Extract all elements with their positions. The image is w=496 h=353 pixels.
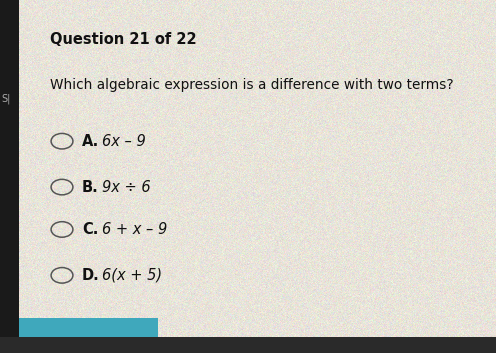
Text: A.: A. xyxy=(82,134,99,149)
Text: 6 + x – 9: 6 + x – 9 xyxy=(102,222,167,237)
Bar xyxy=(19,318,158,337)
Bar xyxy=(0,337,496,353)
Bar xyxy=(0,0,19,353)
Text: B.: B. xyxy=(82,180,99,195)
Text: 9x ÷ 6: 9x ÷ 6 xyxy=(102,180,150,195)
Text: Question 21 of 22: Question 21 of 22 xyxy=(50,32,196,47)
Text: 6(x + 5): 6(x + 5) xyxy=(102,268,162,283)
Text: 6x – 9: 6x – 9 xyxy=(102,134,145,149)
Text: C.: C. xyxy=(82,222,98,237)
Text: Which algebraic expression is a difference with two terms?: Which algebraic expression is a differen… xyxy=(50,78,453,92)
Text: S|: S| xyxy=(1,94,10,104)
Text: D.: D. xyxy=(82,268,100,283)
